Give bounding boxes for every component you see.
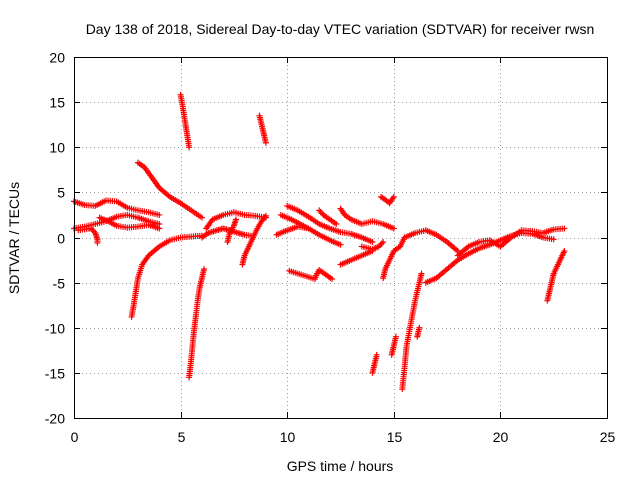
series-arc-01	[71, 197, 163, 218]
data-point	[392, 333, 399, 340]
series-arc-11	[224, 216, 240, 246]
data-point	[418, 270, 425, 277]
data-point	[369, 239, 376, 246]
data-point	[201, 266, 208, 273]
series-arc-20	[337, 248, 376, 268]
y-tick-label: -5	[53, 276, 66, 292]
data-point	[561, 248, 568, 255]
data-point	[390, 225, 397, 232]
data-point	[333, 220, 340, 227]
x-tick-label: 10	[280, 429, 296, 445]
data-point	[262, 212, 269, 219]
series-arc-05	[134, 159, 205, 221]
series-arc-23	[369, 351, 380, 376]
x-tick-label: 5	[178, 429, 186, 445]
series-arc-06	[128, 232, 205, 320]
y-axis-label: SDTVAR / TECUs	[6, 182, 22, 294]
data-point	[373, 351, 380, 358]
data-point	[337, 241, 344, 248]
y-tick-label: 0	[57, 231, 65, 247]
data-point	[156, 211, 163, 218]
y-tick-label: 20	[49, 50, 65, 66]
y-tick-label: 5	[57, 185, 65, 201]
series-arc-13	[256, 112, 269, 146]
data-point	[561, 225, 568, 232]
series-arc-24	[388, 333, 399, 358]
data-point	[380, 239, 387, 246]
series-arc-17	[316, 207, 340, 227]
data-point	[198, 214, 205, 221]
data-point	[94, 239, 101, 246]
data-point	[416, 324, 423, 331]
data-point	[233, 216, 240, 223]
x-tick-label: 0	[71, 429, 79, 445]
x-axis-label: GPS time / hours	[287, 458, 394, 474]
y-tick-label: 15	[49, 95, 65, 111]
grid-lines	[74, 57, 607, 418]
y-tick-label: 10	[49, 140, 65, 156]
y-tick-label: -20	[45, 411, 65, 427]
x-tick-label: 15	[387, 429, 403, 445]
series-stray	[286, 266, 335, 283]
series-arc-22	[378, 193, 397, 207]
series-arc-18	[337, 205, 397, 232]
data-point	[390, 193, 397, 200]
series-arc-28	[454, 225, 568, 259]
series-arc-07	[177, 91, 193, 151]
series-arc-26	[414, 324, 423, 340]
series-arc-25	[399, 270, 425, 393]
axis-ticks: 0 5 10 15 20 25 -20 -15 -10 -5 0 5 10 15 20	[45, 50, 616, 446]
data-point	[328, 276, 335, 283]
data-point	[261, 214, 268, 221]
data-points	[71, 91, 568, 393]
data-point	[186, 144, 193, 151]
series-arc-04	[96, 214, 163, 232]
y-tick-label: -10	[45, 321, 65, 337]
series-arc-03	[75, 225, 101, 246]
data-point	[550, 236, 557, 243]
plot-frame	[74, 57, 608, 419]
data-point	[305, 225, 312, 232]
series-arc-14	[284, 202, 376, 246]
data-point	[262, 139, 269, 146]
series-arc-12	[239, 212, 269, 268]
y-tick-label: -15	[45, 366, 65, 382]
data-point	[156, 225, 163, 232]
chart-title: Day 138 of 2018, Sidereal Day-to-day VTE…	[86, 21, 595, 37]
x-tick-label: 25	[600, 429, 616, 445]
series-arc-10	[198, 225, 254, 241]
series-arc-08	[186, 266, 208, 381]
data-point	[369, 248, 376, 255]
series-arc-16	[277, 211, 312, 232]
series-arc-29	[544, 248, 568, 304]
x-tick-label: 20	[493, 429, 509, 445]
